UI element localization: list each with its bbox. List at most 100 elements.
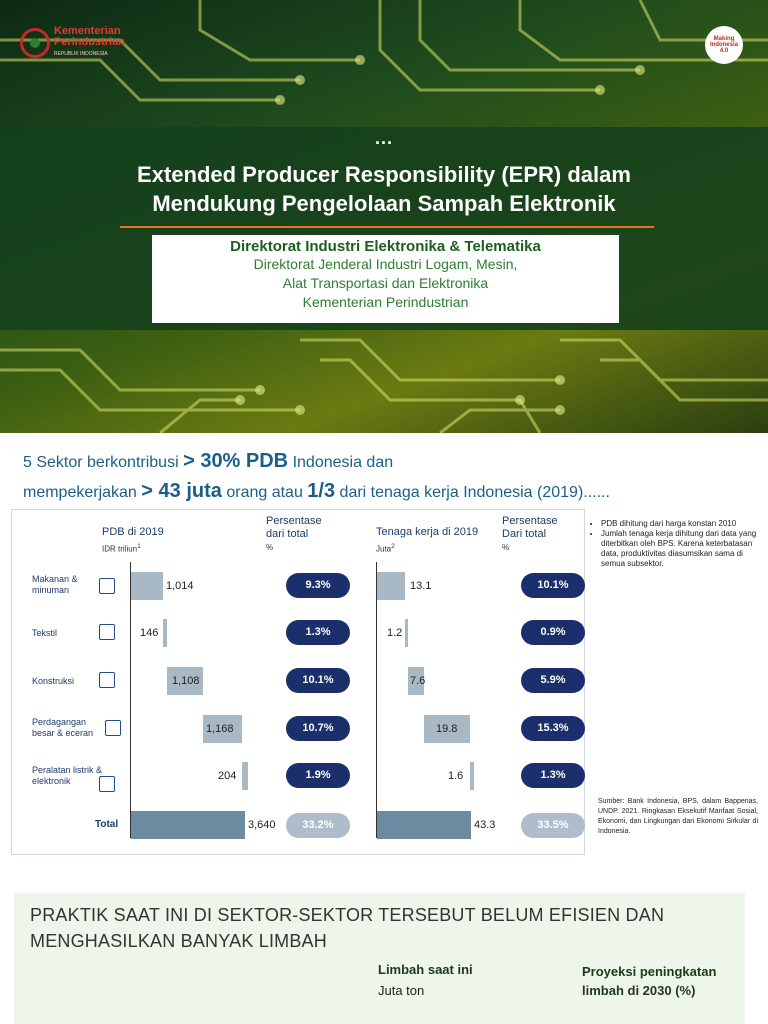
- page-title: Extended Producer Responsibility (EPR) d…: [0, 160, 768, 218]
- headline-bold-fraction: 1/3: [307, 480, 336, 502]
- pct2-line2: Dari total: [502, 528, 547, 540]
- logo-text-line2: Perindustrian: [54, 36, 125, 48]
- pdb-axis: [130, 562, 131, 838]
- directorate-box: Direktorat Industri Elektronika & Telema…: [152, 235, 619, 323]
- cart-icon: [105, 720, 121, 736]
- col-header-current-waste: Limbah saat ini: [378, 962, 473, 977]
- title-divider: [120, 226, 654, 228]
- tk-axis: [376, 562, 377, 838]
- col-header-current-waste-unit: Juta ton: [378, 983, 425, 998]
- footnote-2: Jumlah tenaga kerja dihitung dari data y…: [601, 529, 758, 569]
- sector-table-panel: PDB di 2019 IDR triliun1 Persentase dari…: [11, 509, 585, 855]
- kemenperin-logo: Kementerian Perindustrian REPUBLIK INDON…: [20, 26, 125, 60]
- tk-pct-textile: 0.9%: [521, 620, 585, 645]
- pdb-bar-food: [131, 572, 163, 600]
- tk-bar-food: [377, 572, 405, 600]
- source-note: Sumber: Bank Indonesia, BPS, dalam Bappe…: [598, 798, 758, 835]
- tk-bar-electronics: [470, 762, 474, 790]
- logo-subtext: REPUBLIK INDONESIA: [54, 51, 108, 57]
- pdb-value-construction: 1,108: [172, 675, 200, 687]
- row-label-line2: minuman: [32, 585, 70, 595]
- pdb-bar-electronics: [242, 762, 248, 790]
- row-label-textile: Tekstil: [32, 628, 124, 639]
- col-header-pct2-unit: %: [502, 543, 510, 552]
- construction-icon: [99, 672, 115, 688]
- row-label-food: Makanan & minuman: [32, 574, 124, 596]
- pdb-value-textile: 146: [140, 627, 159, 639]
- col-header-pct1-unit: %: [266, 543, 274, 552]
- headline-text: mempekerjakan: [23, 484, 142, 501]
- row-label-trade: Perdagangan besar & eceran: [32, 717, 124, 739]
- tk-pct-food: 10.1%: [521, 573, 585, 598]
- pdb-bar-construction: [167, 667, 203, 695]
- row-label-line1: Perdagangan: [32, 717, 87, 727]
- pdb-unit-text: IDR triliun: [102, 544, 138, 554]
- tk-value-food: 13.1: [410, 580, 432, 592]
- pdb-pct-total: 33.2%: [286, 813, 350, 838]
- tk-value-total: 43.3: [474, 819, 496, 831]
- title-line2: Mendukung Pengelolaan Sampah Elektronik: [152, 191, 616, 216]
- tk-bar-construction: [408, 667, 424, 695]
- pdb-pct-electronics: 1.9%: [286, 763, 350, 788]
- headline: 5 Sektor berkontribusi > 30% PDB Indones…: [23, 447, 753, 507]
- pdb-pct-construction: 10.1%: [286, 668, 350, 693]
- waste-section-title: PRAKTIK SAAT INI DI SEKTOR-SEKTOR TERSEB…: [30, 902, 730, 954]
- row-label-line2: besar & eceran: [32, 728, 94, 738]
- col-header-tk-unit: Juta2: [376, 540, 395, 556]
- tk-bar-trade: [424, 715, 470, 743]
- logo-text-line1: Kementerian: [54, 25, 121, 37]
- pdb-value-food: 1,014: [166, 580, 194, 592]
- circuit-board-background: [0, 0, 768, 433]
- headline-text: 5 Sektor berkontribusi: [23, 454, 184, 471]
- food-icon: [99, 578, 115, 594]
- title-line1: Extended Producer Responsibility (EPR) d…: [137, 162, 631, 187]
- tk-pct-construction: 5.9%: [521, 668, 585, 693]
- tk-pct-trade: 15.3%: [521, 716, 585, 741]
- col-header-pct2: Persentase Dari total: [502, 515, 558, 541]
- pdb-bar-trade: [203, 715, 242, 743]
- headline-text: orang atau: [221, 484, 308, 501]
- tk-value-electronics: 1.6: [448, 770, 464, 782]
- tk-value-textile: 1.2: [387, 627, 403, 639]
- pdb-value-total: 3,640: [248, 819, 276, 831]
- tk-bar-total: [377, 811, 471, 839]
- directorate-sub-line1: Direktorat Jenderal Industri Logam, Mesi…: [253, 256, 518, 272]
- pdb-pct-food: 9.3%: [286, 573, 350, 598]
- row-label-line2: elektronik: [32, 776, 71, 786]
- tk-bar-textile: [405, 619, 408, 647]
- waste-title-line1: PRAKTIK SAAT INI DI SEKTOR-SEKTOR TERSEB…: [30, 905, 665, 925]
- making-indonesia-logo: Making Indonesia 4.0: [705, 26, 743, 64]
- row-label-total: Total: [95, 819, 119, 830]
- row-label-construction: Konstruksi: [32, 676, 124, 687]
- headline-bold-pdb: > 30% PDB: [183, 450, 289, 472]
- mi-logo-line2: Indonesia: [709, 42, 738, 48]
- footnote-1: PDB dihitung dari harga konstan 2010: [601, 519, 758, 529]
- directorate-name: Direktorat Industri Elektronika & Telema…: [230, 238, 541, 255]
- mi-logo-line3: 4.0: [719, 48, 729, 54]
- row-label-line1: Peralatan listrik &: [32, 765, 103, 775]
- waste-title-line2: MENGHASILKAN BANYAK LIMBAH: [30, 931, 327, 951]
- row-label-line1: Konstruksi: [32, 676, 75, 686]
- pct1-line2: dari total: [266, 528, 309, 540]
- headline-text: dari tenaga kerja Indonesia (2019)......: [335, 484, 610, 501]
- textile-icon: [99, 624, 115, 640]
- waste-section: PRAKTIK SAAT INI DI SEKTOR-SEKTOR TERSEB…: [14, 893, 745, 1024]
- col-header-waste-projection: Proyeksi peningkatan limbah di 2030 (%): [582, 962, 742, 1000]
- tk-unit-text: Juta: [376, 544, 392, 554]
- projection-line2: limbah di 2030 (%): [582, 983, 696, 998]
- tk-pct-electronics: 1.3%: [521, 763, 585, 788]
- directorate-sub-line2: Alat Transportasi dan Elektronika: [282, 275, 489, 291]
- row-label-line1: Makanan &: [32, 574, 78, 584]
- tk-pct-total: 33.5%: [521, 813, 585, 838]
- directorate-sub-line3: Kementerian Perindustrian: [302, 294, 469, 310]
- tk-footnote-mark: 2: [391, 543, 395, 550]
- headline-text: Indonesia dan: [288, 454, 394, 471]
- tk-value-trade: 19.8: [436, 723, 458, 735]
- tk-value-construction: 7.6: [410, 675, 426, 687]
- col-header-pct1: Persentase dari total: [266, 515, 322, 541]
- pdb-value-electronics: 204: [218, 770, 237, 782]
- pdb-bar-total: [131, 811, 245, 839]
- col-header-pdb: PDB di 2019: [102, 526, 164, 538]
- headline-bold-workers: > 43 juta: [141, 480, 222, 502]
- pct2-line1: Persentase: [502, 515, 558, 527]
